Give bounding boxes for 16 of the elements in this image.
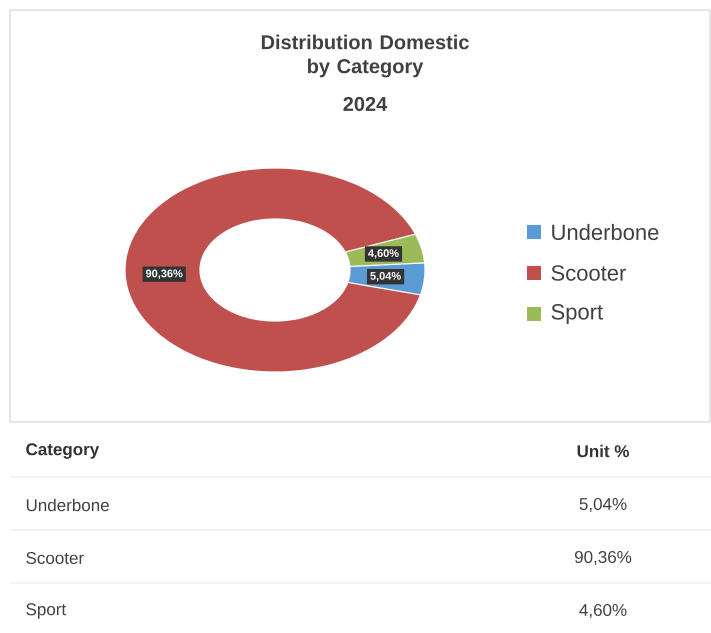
- text: Category: [26, 443, 100, 459]
- text: 5,04%: [580, 498, 626, 512]
- text: Unit %: [578, 444, 629, 458]
- category-label: Sport: [26, 603, 66, 619]
- chart-subtitle: 2024: [343, 96, 388, 112]
- legend-label: Sport: [552, 304, 603, 324]
- text: 90,36%: [574, 550, 632, 566]
- data-label: 5,04%: [370, 272, 401, 282]
- chart-title: Distribution Domestic by Category: [262, 34, 469, 78]
- data-label: 90,36%: [146, 270, 183, 279]
- slice-label: Scooter: [26, 552, 84, 564]
- legend-label: Underbone: [552, 224, 658, 240]
- data-label: 4,60%: [368, 249, 399, 259]
- text: 4,60%: [579, 604, 626, 618]
- category-label: Underbone: [26, 498, 109, 512]
- legend-label: Scooter: [552, 265, 626, 281]
